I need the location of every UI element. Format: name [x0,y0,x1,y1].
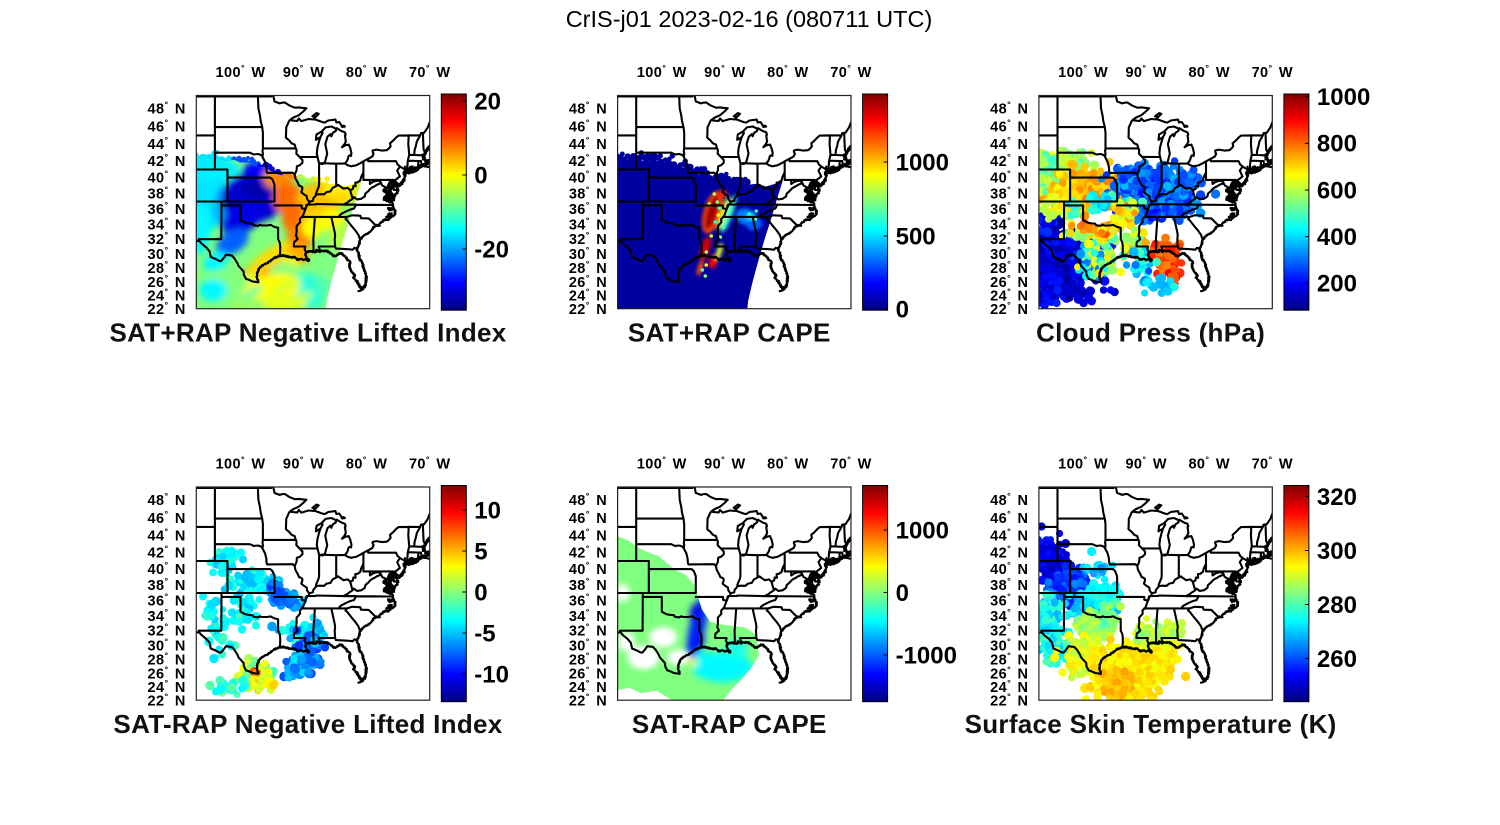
svg-text:22° N: 22° N [569,300,607,318]
svg-text:48° N: 48° N [569,99,607,117]
svg-text:42° N: 42° N [148,152,186,170]
svg-text:48° N: 48° N [148,99,186,117]
svg-text:30° N: 30° N [569,245,607,263]
svg-text:28° N: 28° N [148,259,186,277]
svg-text:28° N: 28° N [569,259,607,277]
svg-text:22° N: 22° N [148,300,186,318]
svg-text:80° W: 80° W [767,63,808,81]
svg-text:100° W: 100° W [216,63,266,81]
svg-text:20: 20 [474,88,501,115]
svg-text:0: 0 [896,580,909,607]
svg-text:100° W: 100° W [637,455,687,473]
svg-text:-1000: -1000 [896,642,957,669]
svg-text:30° N: 30° N [148,245,186,263]
svg-text:1000: 1000 [896,149,949,176]
svg-text:500: 500 [896,223,936,250]
svg-text:-10: -10 [474,661,509,688]
svg-text:600: 600 [1317,177,1357,204]
svg-text:SAT-RAP Negative Lifted Index: SAT-RAP Negative Lifted Index [113,709,502,739]
svg-text:26° N: 26° N [569,273,607,291]
svg-text:38° N: 38° N [148,185,186,203]
svg-text:26° N: 26° N [148,273,186,291]
svg-text:100° W: 100° W [637,63,687,81]
svg-text:46° N: 46° N [569,118,607,136]
svg-text:5: 5 [474,538,487,565]
svg-text:40° N: 40° N [148,169,186,187]
svg-text:10: 10 [474,497,501,524]
svg-text:800: 800 [1317,131,1357,158]
svg-text:34° N: 34° N [148,215,186,233]
svg-text:46° N: 46° N [148,118,186,136]
svg-text:90° W: 90° W [283,63,324,81]
svg-text:CrIS-j01 2023-02-16 (080711 UT: CrIS-j01 2023-02-16 (080711 UTC) [566,6,933,32]
svg-text:36° N: 36° N [569,200,607,218]
svg-text:400: 400 [1317,224,1357,251]
svg-text:24° N: 24° N [148,287,186,305]
svg-text:SAT+RAP CAPE: SAT+RAP CAPE [628,318,831,348]
svg-text:38° N: 38° N [569,185,607,203]
svg-text:80° W: 80° W [346,63,387,81]
svg-text:36° N: 36° N [148,200,186,218]
svg-text:-20: -20 [474,236,509,263]
svg-text:44° N: 44° N [148,135,186,153]
svg-text:0: 0 [896,296,909,323]
svg-text:70° W: 70° W [830,63,871,81]
svg-text:32° N: 32° N [148,230,186,248]
svg-text:1000: 1000 [896,517,949,544]
svg-text:0: 0 [474,162,487,189]
svg-text:-5: -5 [474,620,495,647]
svg-text:SAT+RAP Negative Lifted Index: SAT+RAP Negative Lifted Index [109,318,506,348]
svg-text:32° N: 32° N [569,230,607,248]
svg-text:Cloud Press (hPa): Cloud Press (hPa) [1036,318,1265,348]
svg-text:200: 200 [1317,271,1357,298]
svg-text:SAT-RAP CAPE: SAT-RAP CAPE [632,709,827,739]
svg-text:42° N: 42° N [569,152,607,170]
svg-text:34° N: 34° N [569,215,607,233]
svg-text:70° W: 70° W [409,63,450,81]
svg-text:100° W: 100° W [1058,63,1108,81]
svg-text:90° W: 90° W [704,63,745,81]
svg-text:100° W: 100° W [216,455,266,473]
svg-text:44° N: 44° N [569,135,607,153]
svg-text:1000: 1000 [1317,84,1370,111]
svg-text:24° N: 24° N [569,287,607,305]
svg-text:0: 0 [474,579,487,606]
svg-text:40° N: 40° N [569,169,607,187]
